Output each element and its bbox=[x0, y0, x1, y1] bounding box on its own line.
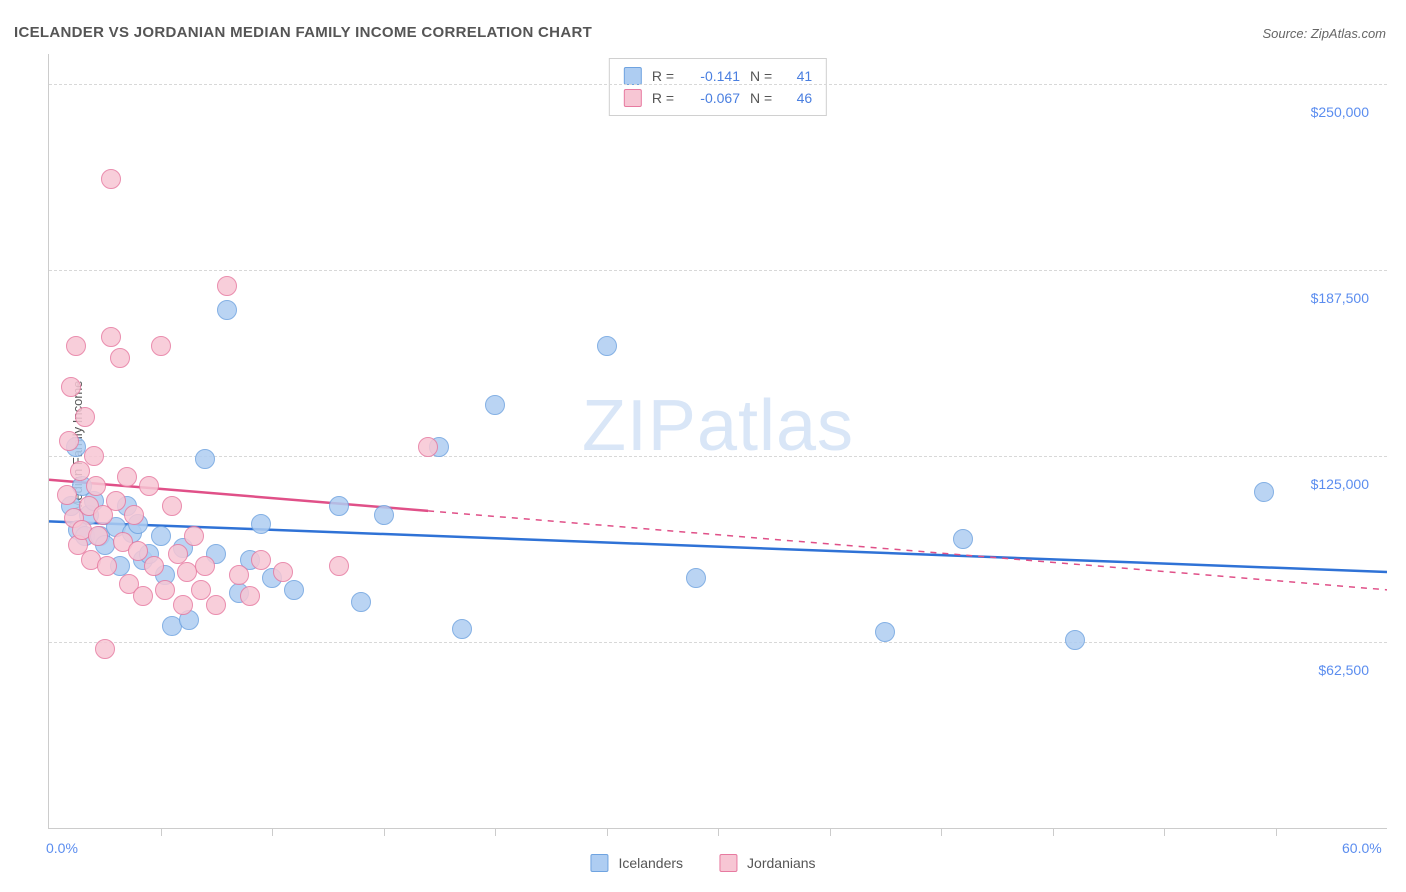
scatter-marker bbox=[273, 562, 293, 582]
scatter-marker bbox=[95, 639, 115, 659]
scatter-marker bbox=[195, 556, 215, 576]
scatter-marker bbox=[1254, 482, 1274, 502]
scatter-marker bbox=[240, 586, 260, 606]
legend-item: Icelanders bbox=[590, 854, 683, 872]
scatter-marker bbox=[485, 395, 505, 415]
scatter-marker bbox=[110, 348, 130, 368]
scatter-marker bbox=[88, 526, 108, 546]
x-min-label: 0.0% bbox=[46, 840, 78, 856]
scatter-marker bbox=[86, 476, 106, 496]
scatter-marker bbox=[144, 556, 164, 576]
x-tick bbox=[495, 828, 496, 836]
scatter-marker bbox=[206, 595, 226, 615]
stats-legend-box: R =-0.141N =41R =-0.067N =46 bbox=[609, 58, 827, 116]
scatter-marker bbox=[106, 491, 126, 511]
scatter-marker bbox=[251, 550, 271, 570]
scatter-marker bbox=[57, 485, 77, 505]
legend-label: Icelanders bbox=[618, 855, 683, 871]
scatter-marker bbox=[66, 336, 86, 356]
gridline bbox=[49, 84, 1387, 85]
scatter-marker bbox=[229, 565, 249, 585]
x-tick bbox=[941, 828, 942, 836]
scatter-marker bbox=[191, 580, 211, 600]
x-tick bbox=[1164, 828, 1165, 836]
scatter-marker bbox=[101, 327, 121, 347]
trend-line-dashed bbox=[428, 511, 1387, 590]
y-tick-label: $187,500 bbox=[1311, 290, 1369, 306]
scatter-marker bbox=[162, 496, 182, 516]
legend-swatch bbox=[590, 854, 608, 872]
legend-swatch bbox=[624, 67, 642, 85]
y-tick-label: $62,500 bbox=[1318, 662, 1369, 678]
legend-label: Jordanians bbox=[747, 855, 816, 871]
x-tick bbox=[161, 828, 162, 836]
scatter-marker bbox=[59, 431, 79, 451]
watermark: ZIPatlas bbox=[582, 385, 854, 467]
x-tick bbox=[1053, 828, 1054, 836]
legend-swatch bbox=[624, 89, 642, 107]
scatter-marker bbox=[151, 526, 171, 546]
scatter-marker bbox=[84, 446, 104, 466]
scatter-marker bbox=[953, 529, 973, 549]
x-tick bbox=[830, 828, 831, 836]
x-max-label: 60.0% bbox=[1342, 840, 1382, 856]
trend-lines-svg bbox=[49, 54, 1387, 828]
scatter-marker bbox=[686, 568, 706, 588]
y-tick-label: $250,000 bbox=[1311, 104, 1369, 120]
scatter-marker bbox=[133, 586, 153, 606]
scatter-marker bbox=[155, 580, 175, 600]
scatter-marker bbox=[418, 437, 438, 457]
legend-swatch bbox=[719, 854, 737, 872]
x-tick bbox=[1276, 828, 1277, 836]
x-tick bbox=[384, 828, 385, 836]
scatter-marker bbox=[875, 622, 895, 642]
scatter-marker bbox=[195, 449, 215, 469]
scatter-marker bbox=[329, 556, 349, 576]
scatter-marker bbox=[1065, 630, 1085, 650]
legend-item: Jordanians bbox=[719, 854, 816, 872]
scatter-marker bbox=[173, 595, 193, 615]
scatter-marker bbox=[124, 505, 144, 525]
scatter-marker bbox=[139, 476, 159, 496]
scatter-marker bbox=[97, 556, 117, 576]
scatter-marker bbox=[284, 580, 304, 600]
stat-n-label: N = bbox=[750, 87, 772, 109]
x-tick bbox=[607, 828, 608, 836]
scatter-marker bbox=[374, 505, 394, 525]
y-tick-label: $125,000 bbox=[1311, 476, 1369, 492]
scatter-marker bbox=[184, 526, 204, 546]
gridline bbox=[49, 270, 1387, 271]
scatter-marker bbox=[217, 276, 237, 296]
chart-title: ICELANDER VS JORDANIAN MEDIAN FAMILY INC… bbox=[14, 24, 592, 41]
watermark-part1: ZIP bbox=[582, 386, 697, 466]
chart-source: Source: ZipAtlas.com bbox=[1262, 26, 1386, 41]
scatter-marker bbox=[597, 336, 617, 356]
stat-r-value: -0.067 bbox=[684, 87, 740, 109]
scatter-marker bbox=[452, 619, 472, 639]
plot-area: ZIPatlas R =-0.141N =41R =-0.067N =46 $6… bbox=[48, 54, 1387, 829]
gridline bbox=[49, 642, 1387, 643]
scatter-marker bbox=[151, 336, 171, 356]
scatter-marker bbox=[329, 496, 349, 516]
x-tick bbox=[272, 828, 273, 836]
stat-n-value: 46 bbox=[782, 87, 812, 109]
x-tick bbox=[718, 828, 719, 836]
bottom-legend: Icelanders Jordanians bbox=[590, 854, 815, 872]
scatter-marker bbox=[217, 300, 237, 320]
scatter-marker bbox=[101, 169, 121, 189]
scatter-marker bbox=[75, 407, 95, 427]
scatter-marker bbox=[61, 377, 81, 397]
stats-row: R = -0.067 N = 46 bbox=[624, 87, 812, 109]
gridline bbox=[49, 456, 1387, 457]
scatter-marker bbox=[251, 514, 271, 534]
watermark-part2: atlas bbox=[697, 386, 854, 466]
stat-r-label: R = bbox=[652, 87, 674, 109]
scatter-marker bbox=[128, 541, 148, 561]
scatter-marker bbox=[117, 467, 137, 487]
scatter-marker bbox=[351, 592, 371, 612]
chart-container: ICELANDER VS JORDANIAN MEDIAN FAMILY INC… bbox=[0, 0, 1406, 892]
